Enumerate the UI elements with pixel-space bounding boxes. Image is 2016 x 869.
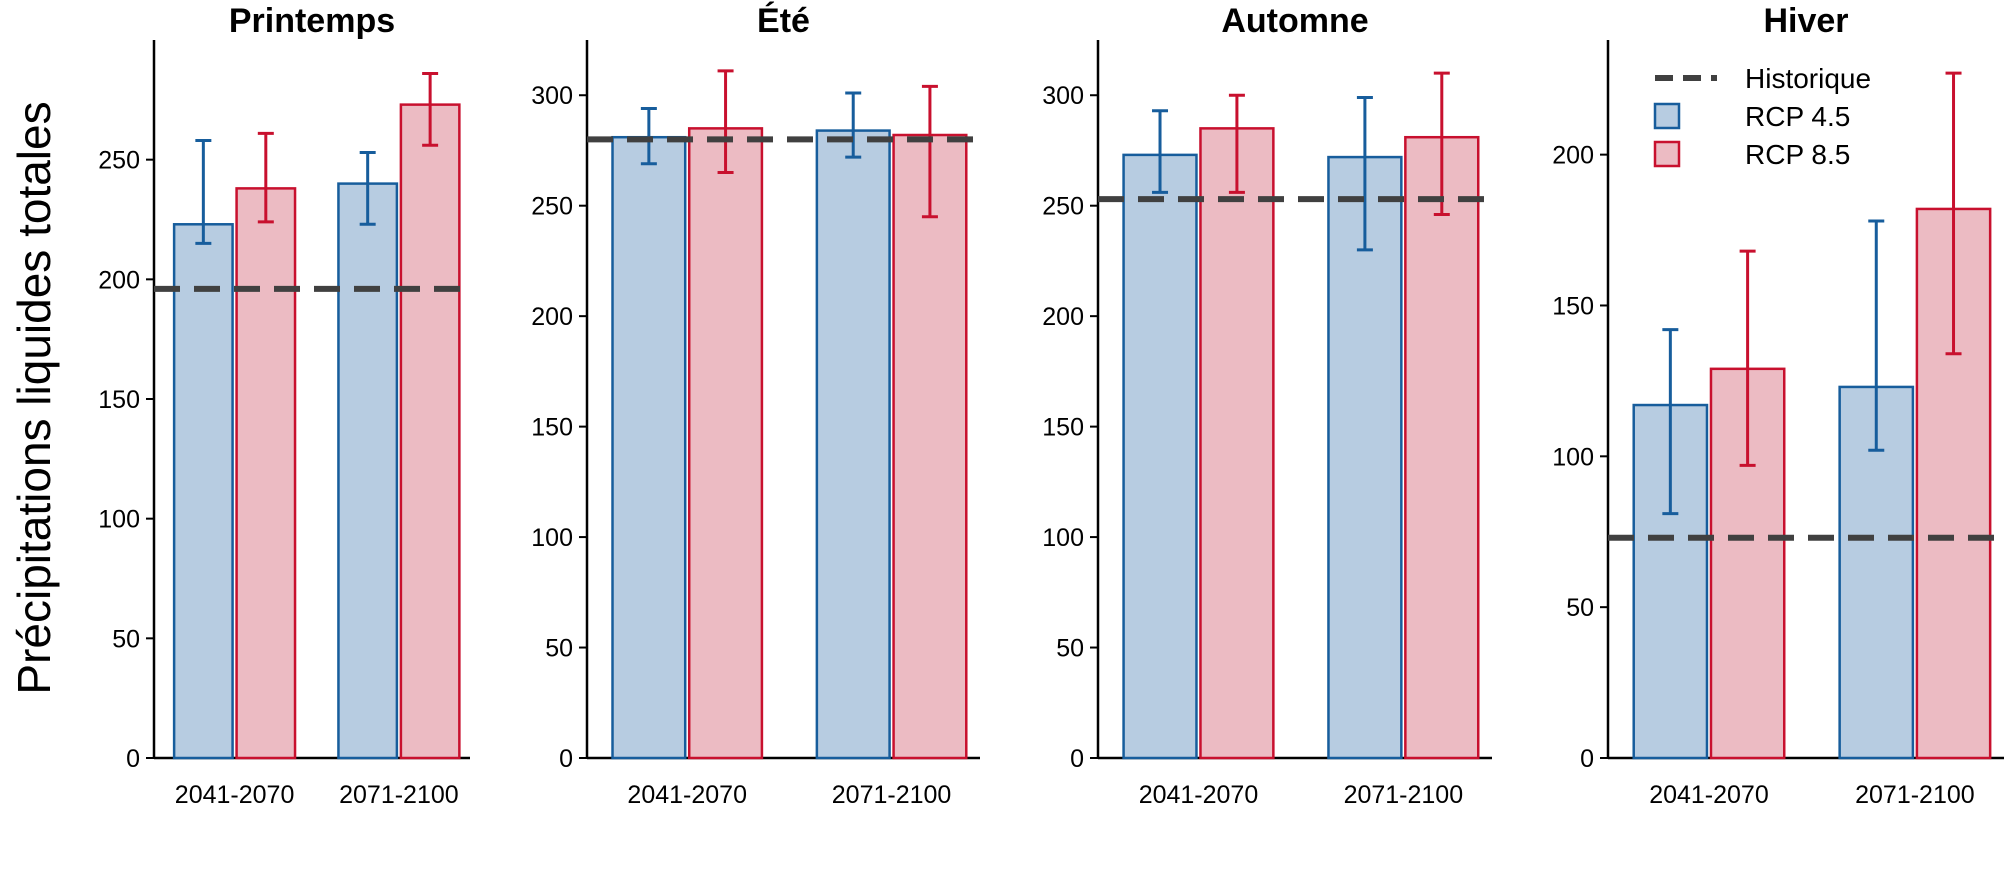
bar-rcp85-2041-2070 (1199, 127, 1275, 760)
legend-swatch-rcp45 (1653, 102, 1681, 130)
bar-rcp45-2041-2070 (172, 223, 234, 760)
y-tick-label: 250 (531, 193, 573, 221)
x-category-label: 2041-2070 (627, 781, 747, 809)
y-tick-label: 250 (98, 147, 140, 175)
y-tick-label: 200 (1042, 303, 1084, 331)
panel-title: Automne (1221, 2, 1368, 40)
x-category-label: 2041-2070 (175, 781, 295, 809)
bar-rcp85-2071-2100 (1404, 135, 1480, 760)
bar-rcp85-2071-2100 (399, 103, 461, 760)
bar-rcp85-2071-2100 (892, 133, 968, 760)
legend: Historique RCP 4.5 RCP 8.5 (1653, 63, 1871, 170)
x-category-label: 2071-2100 (339, 781, 459, 809)
y-tick-label: 0 (1070, 745, 1084, 773)
panel-title: Printemps (229, 2, 395, 40)
y-tick-label: 150 (98, 386, 140, 414)
bar-rcp85-2041-2070 (235, 187, 297, 760)
y-tick-label: 0 (559, 745, 573, 773)
panel-1: Printemps 0 50 100 150 200 250 2041-2070 2071-21… (98, 2, 470, 809)
bar-rcp45-2041-2070 (1122, 153, 1198, 760)
y-tick-label: 300 (1042, 82, 1084, 110)
legend-label: RCP 8.5 (1745, 139, 1850, 170)
legend-label: Historique (1745, 63, 1871, 94)
y-tick-label: 100 (531, 524, 573, 552)
legend-swatch-rcp85 (1653, 140, 1681, 168)
panel-4: Hiver 0 50 100 150 200 2041-2070 2071-2100 (1552, 2, 2004, 809)
y-tick-label: 0 (126, 745, 140, 773)
bar-rcp45-2071-2100 (815, 129, 891, 760)
y-tick-label: 100 (1042, 524, 1084, 552)
y-tick-label: 100 (98, 506, 140, 534)
y-tick-label: 0 (1580, 745, 1594, 773)
y-tick-label: 200 (1552, 142, 1594, 170)
bar-rcp85-2041-2070 (687, 127, 764, 760)
y-tick-label: 50 (1566, 594, 1594, 622)
legend-label: RCP 4.5 (1745, 101, 1850, 132)
y-axis-label: Précipitations liquides totales (8, 101, 60, 694)
x-category-label: 2041-2070 (1139, 781, 1259, 809)
y-tick-label: 150 (1042, 414, 1084, 442)
x-category-label: 2071-2100 (1855, 781, 1975, 809)
panel-3: Automne 0 50 100 150 200 250 300 2041-2070 2071-2… (1042, 2, 1492, 809)
y-tick-label: 200 (98, 266, 140, 294)
y-tick-label: 150 (1552, 292, 1594, 320)
panel-2: Été 0 50 100 150 200 250 300 2041-2070 2071-2100 (531, 2, 980, 809)
x-category-label: 2071-2100 (832, 781, 952, 809)
x-category-label: 2041-2070 (1649, 781, 1769, 809)
y-tick-label: 50 (1056, 635, 1084, 663)
x-category-label: 2071-2100 (1344, 781, 1464, 809)
y-tick-label: 50 (112, 625, 140, 653)
y-tick-label: 200 (531, 303, 573, 331)
bar-rcp45-2071-2100 (1327, 155, 1403, 760)
bar-rcp45-2071-2100 (337, 182, 399, 760)
y-tick-label: 50 (545, 635, 573, 663)
y-tick-label: 150 (531, 414, 573, 442)
panel-title: Hiver (1763, 2, 1848, 40)
bar-rcp45-2041-2070 (611, 135, 687, 760)
y-tick-label: 100 (1552, 443, 1594, 471)
y-tick-label: 300 (531, 82, 573, 110)
panel-title: Été (757, 2, 810, 40)
y-tick-label: 250 (1042, 193, 1084, 221)
